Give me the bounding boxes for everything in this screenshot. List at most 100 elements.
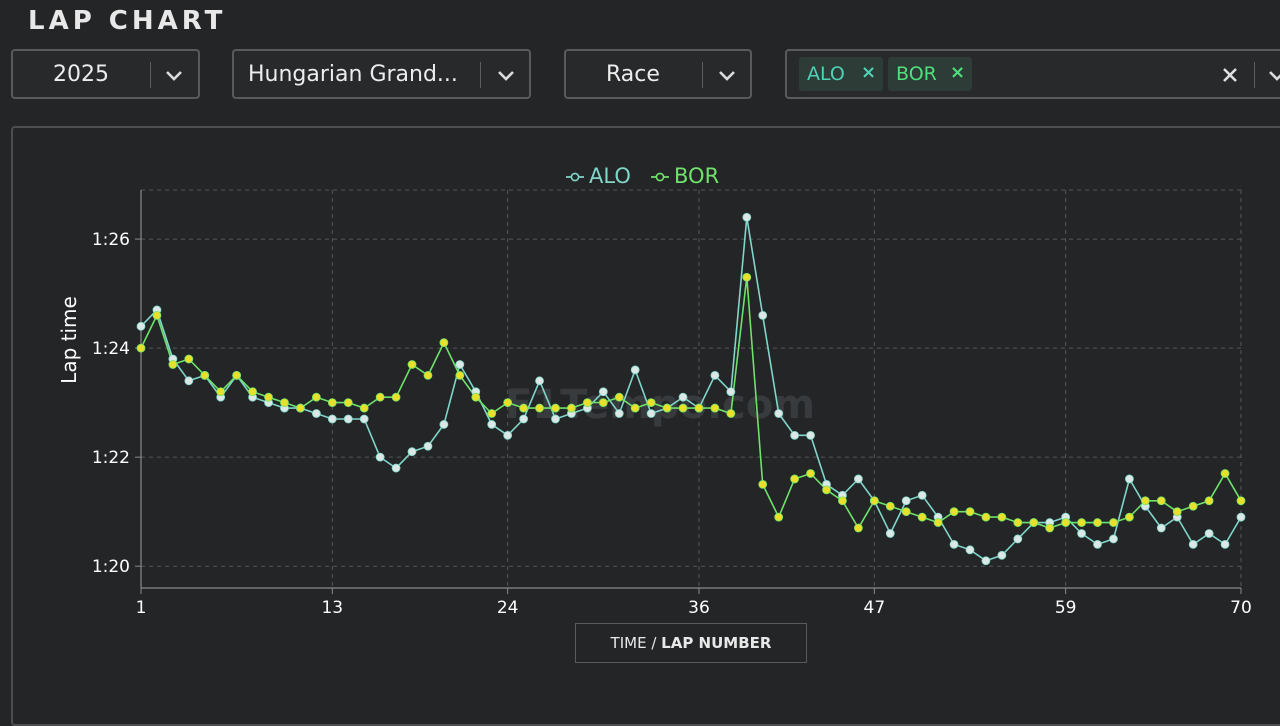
data-point-bor: [614, 392, 624, 402]
data-point-bor: [280, 398, 289, 408]
data-point-bor: [152, 310, 162, 320]
data-point-alo: [1125, 474, 1134, 484]
data-point-bor: [391, 392, 401, 402]
driver-tag-alo: ALO ×: [799, 57, 883, 91]
data-point-alo: [327, 414, 337, 424]
legend-marker-alo: [570, 172, 580, 182]
data-point-alo: [391, 463, 401, 473]
x-tick-label: 47: [864, 598, 886, 618]
data-point-bor: [933, 518, 943, 527]
data-point-bor: [471, 392, 481, 402]
legend-marker-bor: [655, 172, 665, 182]
data-point-bor: [630, 403, 640, 413]
data-point-alo: [375, 452, 385, 462]
session-select-value: Race: [606, 62, 660, 87]
data-point-alo: [519, 414, 529, 424]
y-tick-label: 1:26: [92, 230, 130, 250]
data-point-alo: [184, 376, 194, 386]
year-select[interactable]: 2025: [11, 49, 200, 99]
data-point-alo: [901, 496, 911, 506]
data-point-bor: [1109, 518, 1118, 527]
data-point-bor: [901, 507, 911, 517]
chevron-down-icon[interactable]: [715, 64, 739, 88]
axis-mode-lap-number: LAP NUMBER: [661, 634, 772, 652]
data-point-alo: [1093, 539, 1102, 549]
y-tick-label: 1:24: [92, 339, 130, 359]
data-point-bor: [1061, 518, 1071, 527]
axis-mode-time: TIME /: [610, 634, 657, 652]
event-select[interactable]: Hungarian Grand...: [232, 49, 531, 99]
x-tick-label: 13: [321, 598, 343, 618]
data-point-bor: [455, 370, 465, 380]
y-tick-label: 1:20: [92, 557, 130, 577]
data-point-alo: [758, 310, 768, 320]
y-axis-label: Lap time: [57, 296, 81, 384]
legend-label-alo: ALO: [589, 164, 631, 188]
data-point-bor: [917, 512, 927, 522]
data-point-bor: [774, 512, 784, 522]
data-point-alo: [487, 420, 497, 429]
data-point-bor: [248, 387, 257, 397]
y-tick-label: 1:22: [92, 448, 130, 468]
data-point-alo: [407, 447, 417, 457]
data-point-bor: [582, 398, 592, 408]
data-point-bor: [694, 403, 704, 413]
remove-tag-icon[interactable]: ×: [950, 62, 966, 83]
session-select[interactable]: Race: [564, 49, 752, 99]
data-point-bor: [1188, 501, 1198, 511]
chevron-down-icon[interactable]: [162, 64, 186, 88]
clear-all-icon[interactable]: [1221, 66, 1239, 84]
data-point-bor: [1236, 496, 1246, 506]
chevron-down-icon[interactable]: [494, 64, 518, 88]
data-point-alo: [1220, 539, 1230, 549]
driver-tag-label: ALO: [807, 63, 845, 85]
data-point-bor: [519, 403, 529, 413]
legend-label-bor: BOR: [674, 164, 719, 188]
data-point-bor: [1077, 518, 1086, 527]
data-point-alo: [742, 212, 752, 222]
data-point-bor: [806, 469, 815, 478]
data-point-bor: [343, 398, 353, 408]
data-point-alo: [1013, 534, 1023, 544]
data-point-bor: [662, 403, 672, 413]
data-point-alo: [503, 430, 513, 440]
data-point-bor: [184, 354, 194, 364]
remove-tag-icon[interactable]: ×: [861, 62, 877, 83]
data-point-alo: [439, 420, 449, 429]
x-tick-label: 1: [136, 598, 147, 618]
data-point-bor: [439, 338, 449, 348]
data-point-bor: [136, 343, 146, 353]
data-point-alo: [965, 545, 975, 555]
data-point-bor: [1220, 469, 1230, 478]
chart-axes: 1 13 24 36 47 59 70 1:20 1:22 1:24 1:26: [92, 190, 1252, 618]
x-tick-label: 59: [1055, 598, 1077, 618]
data-point-bor: [981, 512, 991, 522]
data-point-bor: [885, 501, 895, 511]
data-point-bor: [423, 370, 433, 380]
driver-tag-label: BOR: [896, 63, 937, 85]
data-point-alo: [423, 441, 433, 451]
data-point-bor: [1140, 496, 1150, 506]
data-point-bor: [1172, 507, 1182, 517]
data-point-bor: [965, 507, 975, 517]
data-point-bor: [232, 370, 242, 380]
data-point-alo: [678, 392, 688, 402]
data-point-bor: [216, 387, 226, 397]
data-point-alo: [1204, 529, 1214, 538]
data-point-alo: [598, 387, 608, 397]
data-point-bor: [1029, 518, 1039, 527]
data-point-bor: [327, 398, 337, 408]
data-point-bor: [311, 392, 321, 402]
select-divider: [702, 62, 703, 88]
chart-series: [136, 212, 1246, 566]
data-point-bor: [407, 360, 417, 369]
chevron-down-icon[interactable]: [1265, 64, 1280, 88]
driver-multiselect[interactable]: ALO × BOR ×: [785, 49, 1280, 99]
data-point-alo: [790, 430, 800, 440]
data-point-bor: [359, 403, 369, 413]
data-point-bor: [790, 474, 800, 484]
data-point-alo: [1156, 523, 1166, 533]
axis-mode-toggle[interactable]: TIME / LAP NUMBER: [575, 623, 807, 663]
data-point-bor: [1156, 496, 1166, 506]
driver-tag-bor: BOR ×: [888, 57, 972, 91]
